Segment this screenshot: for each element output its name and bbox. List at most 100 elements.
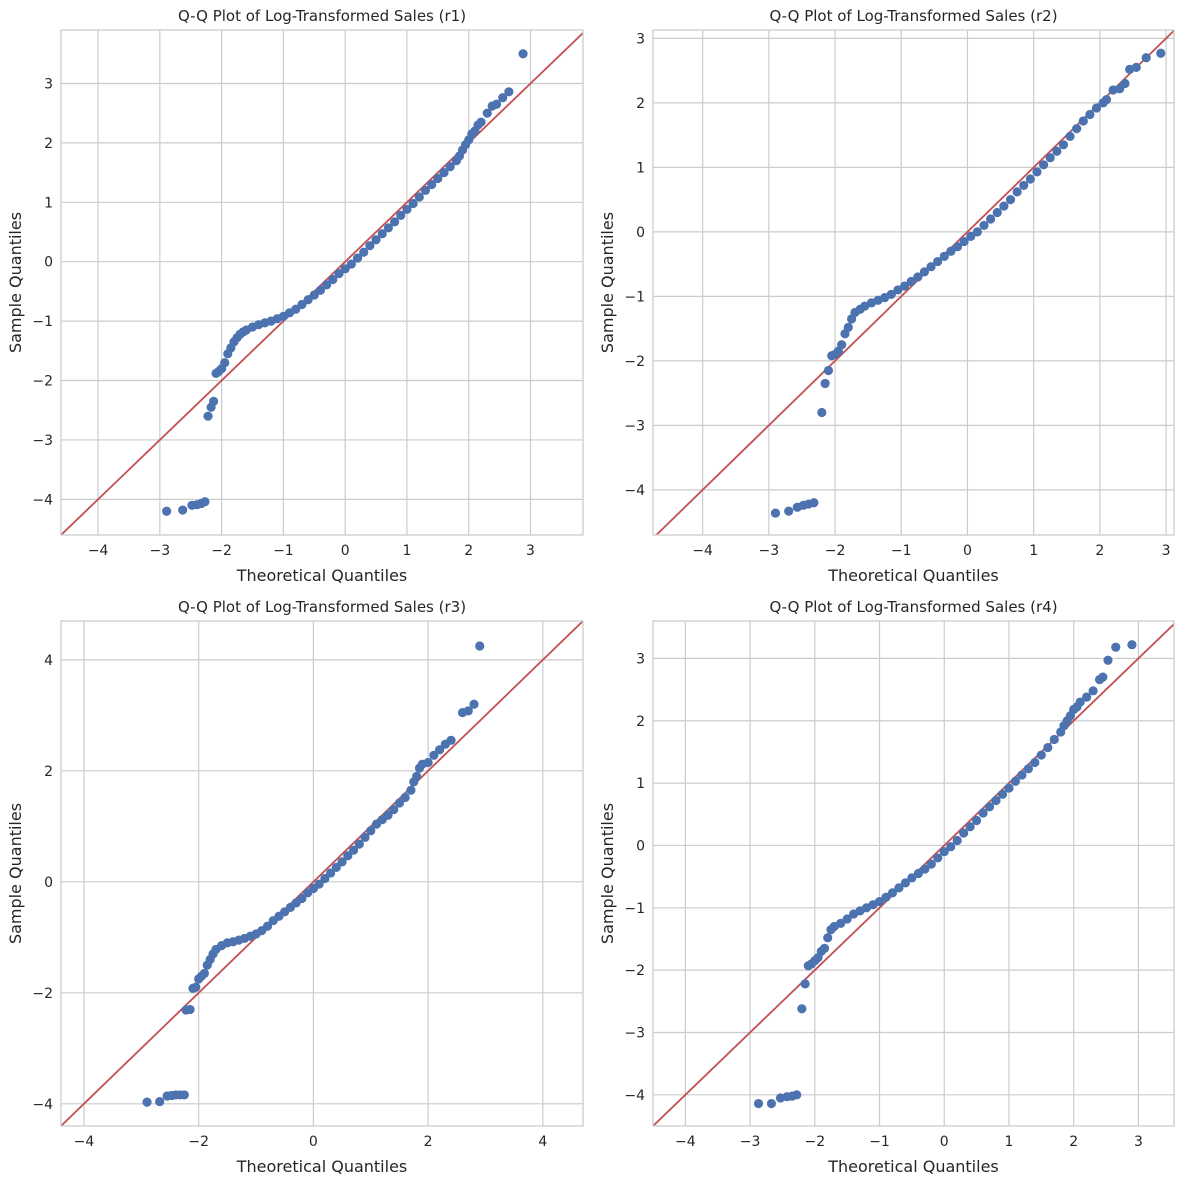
chart-4-x-tick-label: −4 [675,1134,696,1150]
chart-2-point [1005,195,1016,205]
chart-4-point [1082,692,1092,702]
chart-2-point [1012,187,1022,197]
chart-2-point [972,227,982,237]
chart-2-x-tick-label: −4 [692,543,713,559]
chart-4-point [1030,757,1040,768]
chart-4-point [1088,686,1098,696]
chart-4-point [1127,640,1137,650]
chart-2-point [1065,131,1075,142]
chart-1-point [352,253,363,263]
chart-1-point [433,173,443,184]
chart-4-y-tick-label: −3 [624,1025,645,1041]
chart-1-y-tick-label: 1 [44,195,53,211]
chart-2-point [837,340,847,350]
chart-2-point [843,322,853,332]
chart-2-x-tick-label: −3 [759,543,780,559]
chart-2-point [946,246,956,256]
chart-1-y-tick-label: 3 [44,76,53,92]
chart-4-point [946,842,956,852]
chart-4-point [920,864,930,874]
chart-3-point [326,868,336,878]
chart-1-point [420,185,431,196]
chart-1-x-tick-label: −2 [211,543,232,559]
chart-3-point [429,750,439,760]
chart-4-y-tick-label: 3 [636,651,645,667]
chart-4-point [984,802,995,812]
chart-2-point [1101,95,1112,105]
chart-1-point [518,49,528,59]
chart-3-point [297,893,307,904]
chart-2-point [1078,116,1088,126]
chart-4-x-tick-label: 3 [1134,1134,1143,1150]
chart-4-x-tick-label: 0 [940,1134,949,1150]
chart-1-point [482,108,492,118]
chart-4-y-tick-label: 2 [636,714,645,730]
chart-2-point [820,378,830,389]
chart-1-x-axis-label: Theoretical Quantiles [236,566,408,585]
chart-1-point [427,179,437,190]
chart-4-point [972,815,982,826]
chart-2-point [1091,103,1102,113]
chart-2-point [1141,53,1151,63]
chart-2-point [952,242,963,252]
chart-2-point [999,201,1009,211]
chart-4-point [881,892,891,902]
chart-1-point [208,396,219,406]
chart-2-point [906,276,916,287]
chart-2-point [823,365,834,376]
chart-1-point [383,223,394,233]
chart-3-point [394,798,405,808]
chart-1-point [377,229,387,239]
chart-2-point [926,262,936,272]
chart-4-point [842,914,852,924]
chart-1-point [220,358,230,368]
chart-3-point [337,857,347,867]
chart-3-point [199,968,210,978]
chart-3-x-tick-label: −4 [74,1134,95,1150]
chart-2-point [1038,160,1049,170]
chart-3-point [475,641,485,651]
chart-4-point [952,835,962,846]
chart-4-y-tick-label: 0 [636,838,645,854]
chart-2-point [809,498,819,508]
chart-1-point [203,411,213,421]
chart-2-point [1085,109,1095,120]
chart-2-point [986,214,996,224]
chart-4-point [1075,697,1085,707]
chart-4-point [1103,655,1113,665]
chart-1-point [476,117,486,127]
chart-1-point [359,247,369,257]
chart-2-point [1156,48,1166,58]
chart-1-frame [60,29,584,536]
chart-4-point [965,822,975,832]
chart-4-point [800,979,810,989]
chart-4-point [1017,770,1027,780]
chart-3-x-tick-label: 2 [424,1134,433,1150]
chart-1-point [365,241,375,251]
chart-4-x-tick-label: −3 [740,1134,761,1150]
chart-3-point [320,873,330,884]
chart-4-point [997,789,1008,799]
chart-4-point [836,918,846,928]
chart-3-x-tick-label: 4 [538,1134,547,1150]
chart-2-point [1025,174,1035,184]
chart-3-frame [60,620,584,1127]
chart-3-point [400,792,410,803]
chart-4-point [913,868,923,879]
chart-4-y-tick-label: −1 [624,901,645,917]
chart-3-point [389,805,399,815]
chart-2-point [919,267,930,277]
chart-4-point [753,1098,764,1109]
chart-3-point [366,826,376,836]
chart-1-y-tick-label: −2 [32,374,53,390]
chart-1-point [396,210,406,220]
chart-3-point [262,921,273,931]
chart-1-x-tick-label: 2 [464,543,473,559]
chart-2-point [1072,124,1082,134]
chart-1-point [371,235,381,245]
chart-4-point [907,873,917,883]
chart-3-point [434,745,445,755]
chart-2-x-tick-label: −2 [825,543,846,559]
chart-3-x-tick-label: 0 [309,1134,318,1150]
chart-2-point [979,220,989,231]
